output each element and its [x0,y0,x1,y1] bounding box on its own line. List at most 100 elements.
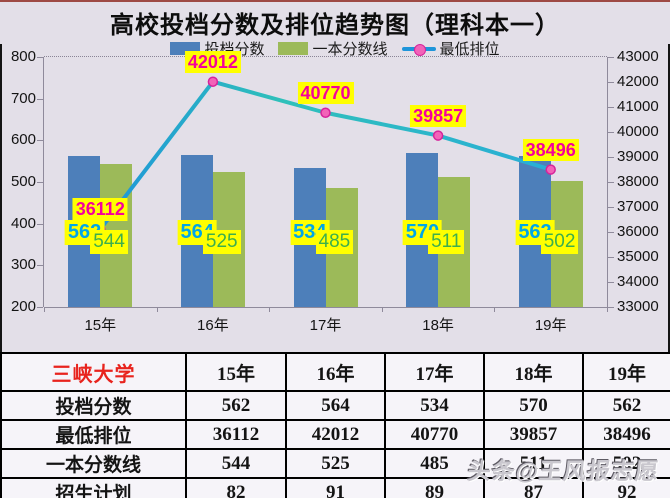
table-cell: 82 [185,477,287,498]
left-axis-tick [37,307,43,308]
legend-item-yiben: 一本分数线 [278,38,388,59]
category-label: 18年 [422,317,454,334]
category-label: 15年 [84,317,117,334]
watermark: 头条@王风报志愿 [466,458,661,484]
table-cell: 36112 [185,419,287,450]
table-cell: 91 [285,477,386,498]
x-axis-tick [269,307,271,312]
table-cell: 534 [384,390,485,421]
left-axis-tick-label: 400 [10,214,36,232]
right-axis-tick [608,132,614,133]
rank-line-marker [432,130,444,141]
table-cell: 502 [582,448,670,479]
right-axis-tick-label: 33000 [617,298,659,315]
category-label: 17年 [309,317,342,334]
right-axis-tick [608,82,614,83]
row-label: 一本分数线 [0,448,187,479]
row-label: 招生计划 [0,477,187,498]
legend-line-dot [413,43,426,56]
right-axis-tick-label: 42000 [617,73,659,90]
legend-label: 一本分数线 [312,40,388,58]
right-axis-tick-label: 34000 [617,273,659,290]
left-axis-tick [37,57,43,58]
table-cell: 40770 [384,419,485,450]
table-cell: 42012 [285,419,386,450]
right-axis-tick [608,232,614,233]
right-axis-tick [608,282,614,283]
x-axis-tick [381,307,383,312]
right-axis-tick [608,257,614,258]
rank-line-marker [320,107,331,118]
right-axis-tick [608,307,614,308]
x-axis-tick [156,307,158,312]
year-header: 16年 [285,352,386,392]
bar-value-label-yiben: 502 [540,230,579,254]
year-header: 19年 [582,352,670,392]
rank-line-marker [207,76,219,87]
table-row: 一本分数线 544 525 485 511 502 [0,448,670,479]
x-axis-line [44,307,607,308]
year-header: 18年 [483,352,584,392]
left-axis-tick [37,223,43,225]
table-row: 招生计划 82 91 89 87 92 [0,477,670,498]
left-axis-tick-label: 600 [10,131,36,149]
table-cell: 544 [185,448,287,479]
legend-line-marker-icon [401,42,436,56]
table-row: 最低排位 36112 42012 40770 39857 38496 [0,419,670,450]
left-axis-tick [37,182,43,183]
table-cell: 511 [483,448,584,479]
right-axis-line [607,57,608,307]
table-cell: 89 [384,477,485,498]
university-name: 三峡大学 [0,352,187,392]
table-row: 投档分数 562 564 534 570 562 [0,390,670,421]
right-axis-tick-label: 37000 [617,198,659,215]
left-axis-tick [37,98,43,100]
x-axis-tick [44,307,45,312]
right-axis-tick-label: 39000 [617,148,659,165]
chart-title: 高校投档分数及排位趋势图（理科本一） [110,12,560,39]
top-accent-line [0,0,670,2]
table-cell: 39857 [483,419,584,450]
legend-item-paiwei: 最低排位 [401,38,500,59]
table-cell: 38496 [582,419,670,450]
bar-value-label-yiben: 485 [315,230,354,254]
table-header-row: 三峡大学 15年 16年 17年 18年 19年 [0,352,670,392]
x-axis-tick [607,307,608,312]
table-cell: 564 [285,390,386,421]
left-axis-tick-label: 800 [10,48,36,65]
legend-swatch-bar-green [278,41,309,55]
right-axis-tick-label: 36000 [617,223,659,240]
table-cell: 525 [285,448,386,479]
year-header: 17年 [384,352,485,392]
plot-top-border [44,56,607,57]
left-axis-tick [37,265,43,267]
category-label: 19年 [534,317,567,334]
row-label: 最低排位 [0,419,187,450]
right-axis-tick-label: 40000 [617,123,659,140]
rank-line-marker [545,164,556,175]
rank-value-label: 36112 [72,198,128,221]
right-axis-tick [608,207,614,208]
bar-value-label-yiben: 525 [202,230,241,254]
category-label: 16年 [197,317,229,334]
right-axis-tick [608,107,614,108]
chart-legend: 投档分数 一本分数线 最低排位 [0,38,670,59]
right-axis-tick [608,157,614,158]
left-axis-tick-label: 300 [10,256,36,274]
left-axis-line [43,57,44,307]
rank-value-label: 42012 [184,50,241,74]
right-axis-tick [608,182,614,183]
bar-value-label-yiben: 544 [90,230,128,254]
right-axis-tick-label: 38000 [617,173,659,190]
data-table: 三峡大学 15年 16年 17年 18年 19年 投档分数 562 564 534 570 562 最低… [0,352,670,498]
x-axis-tick [494,307,496,312]
left-axis-tick-label: 200 [10,298,36,315]
right-axis-tick-label: 35000 [617,248,659,265]
table-cell: 562 [582,390,670,421]
rank-value-label: 38496 [522,138,579,162]
left-axis-tick-label: 500 [10,173,36,190]
rank-value-label: 40770 [297,81,354,105]
rank-value-label: 39857 [410,104,467,128]
legend-label: 最低排位 [439,40,500,58]
